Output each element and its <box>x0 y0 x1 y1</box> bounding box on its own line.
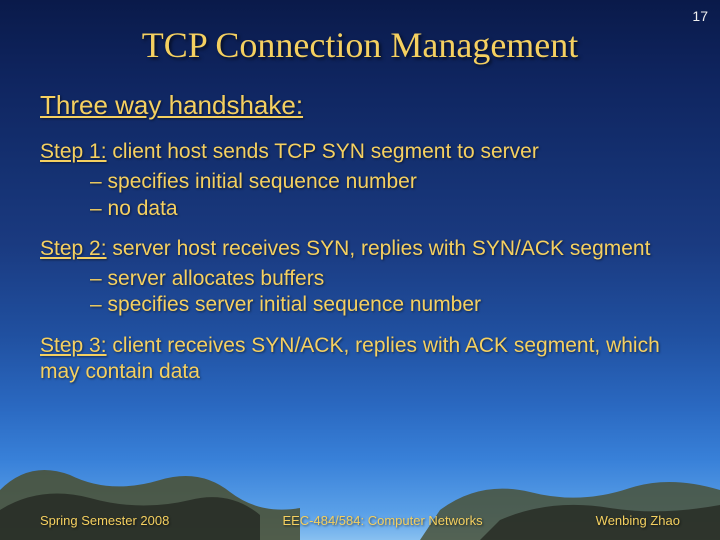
step-1-bullets: specifies initial sequence number no dat… <box>40 169 680 222</box>
step-3-label: Step 3: <box>40 334 107 357</box>
slide-content: Three way handshake: Step 1: client host… <box>0 66 720 385</box>
list-item: no data <box>90 196 680 222</box>
step-2-bullets: server allocates buffers specifies serve… <box>40 266 680 319</box>
step-2: Step 2: server host receives SYN, replie… <box>40 236 680 262</box>
step-1-text: client host sends TCP SYN segment to ser… <box>107 140 539 163</box>
slide-footer: Spring Semester 2008 EEC-484/584: Comput… <box>0 513 720 528</box>
list-item: server allocates buffers <box>90 266 680 292</box>
page-number: 17 <box>692 8 708 24</box>
footer-center: EEC-484/584: Computer Networks <box>282 513 482 528</box>
list-item: specifies server initial sequence number <box>90 292 680 318</box>
step-2-label: Step 2: <box>40 237 107 260</box>
step-1-label: Step 1: <box>40 140 107 163</box>
slide: 17 TCP Connection Management Three way h… <box>0 0 720 540</box>
step-3-text: client receives SYN/ACK, replies with AC… <box>40 334 660 383</box>
section-heading: Three way handshake: <box>40 90 680 121</box>
step-1: Step 1: client host sends TCP SYN segmen… <box>40 139 680 165</box>
slide-title: TCP Connection Management <box>0 0 720 66</box>
footer-left: Spring Semester 2008 <box>40 513 169 528</box>
step-2-text: server host receives SYN, replies with S… <box>107 237 651 260</box>
footer-right: Wenbing Zhao <box>596 513 680 528</box>
step-3: Step 3: client receives SYN/ACK, replies… <box>40 333 680 386</box>
list-item: specifies initial sequence number <box>90 169 680 195</box>
